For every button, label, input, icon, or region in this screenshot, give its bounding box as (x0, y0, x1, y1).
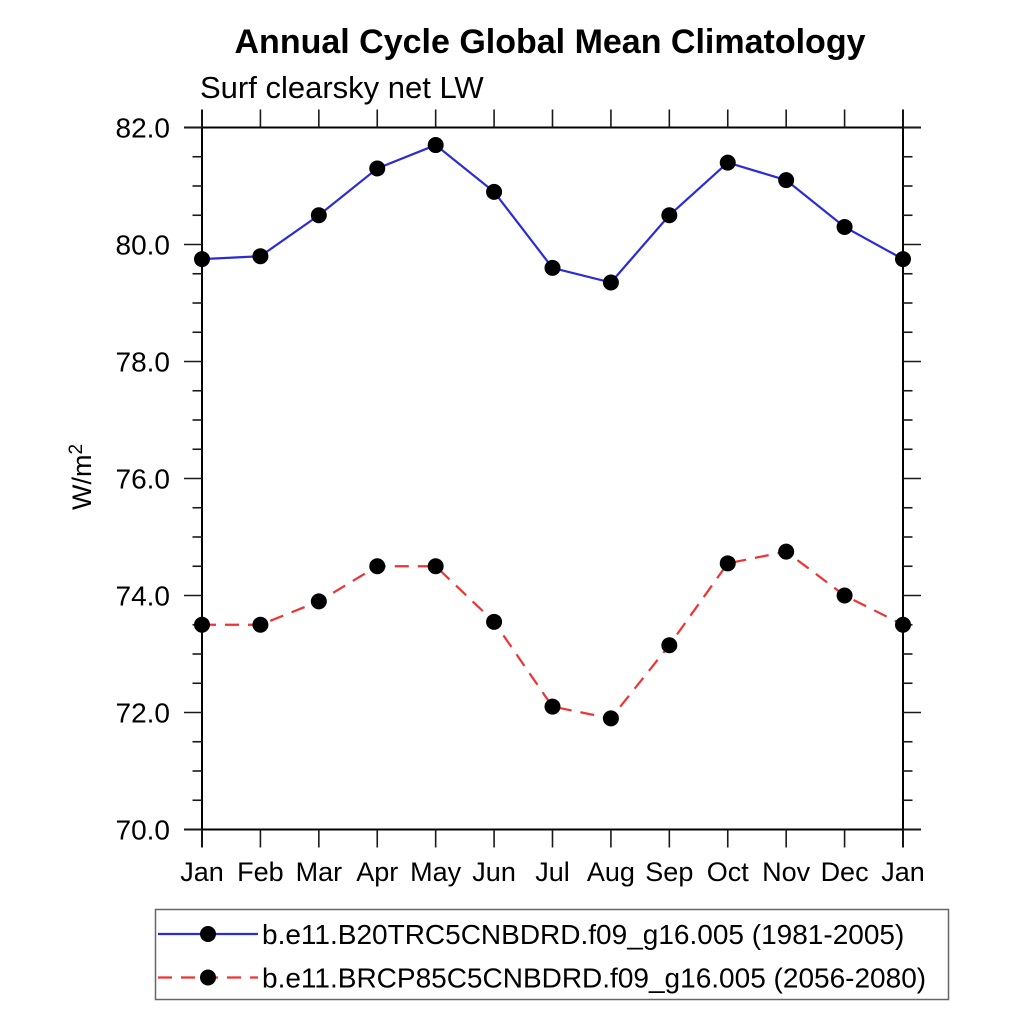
series-1-point-Nov (778, 543, 795, 560)
series-0-point-Jun (486, 183, 503, 200)
legend-marker-1 (200, 969, 216, 986)
x-tick-label: Aug (587, 857, 635, 887)
x-tick-label: Feb (237, 857, 284, 887)
y-axis-label-base: W/m (67, 455, 97, 510)
series-0-point-Feb (252, 248, 269, 265)
x-tick-label: Apr (356, 857, 398, 887)
series-1-line (202, 550, 904, 720)
x-tick-label: Jan (180, 857, 224, 887)
x-tick-label: Oct (707, 857, 750, 887)
series-1-point-Jun (486, 613, 503, 630)
x-tick-label: Jan (881, 857, 925, 887)
series-1-point-Dec (836, 587, 853, 604)
series-0-point-Oct (719, 154, 736, 171)
x-tick-label: May (410, 857, 462, 887)
series-1-point-Apr (369, 558, 386, 575)
legend-label-0: b.e11.B20TRC5CNBDRD.f09_g16.005 (1981-20… (262, 919, 904, 950)
series-group (194, 137, 911, 727)
legend: b.e11.B20TRC5CNBDRD.f09_g16.005 (1981-20… (154, 908, 950, 1001)
series-1-point-Aug (602, 710, 619, 727)
series-0-point-Jan (194, 251, 210, 268)
y-tick-label: 74.0 (116, 581, 171, 612)
series-0-point-Nov (778, 172, 795, 189)
chart-title: Annual Cycle Global Mean Climatology (235, 23, 866, 61)
y-tick-label: 76.0 (116, 464, 171, 495)
series-0-point-Aug (602, 274, 619, 291)
series-0-point-Jan (895, 251, 911, 268)
x-tick-label: Jun (472, 857, 516, 887)
series-0-point-Mar (310, 207, 327, 224)
series-0-point-Apr (369, 160, 386, 177)
x-tick-label: Mar (296, 857, 343, 887)
series-1-point-Mar (310, 593, 327, 610)
plot-axes (184, 109, 921, 848)
legend-item-0: b.e11.B20TRC5CNBDRD.f09_g16.005 (1981-20… (158, 919, 904, 950)
y-tick-label: 70.0 (116, 815, 171, 846)
series-1-point-Jan (895, 616, 911, 633)
x-tick-label: Jul (535, 857, 570, 887)
legend-label-1: b.e11.BRCP85C5CNBDRD.f09_g16.005 (2056-2… (262, 963, 926, 994)
y-axis-label-superscript: 2 (66, 444, 87, 455)
y-tick-labels: 82.0 80.0 78.0 76.0 74.0 72.0 70.0 (116, 113, 171, 846)
x-tick-label: Nov (762, 857, 811, 887)
x-tick-label: Sep (645, 857, 693, 887)
series-1-point-Oct (719, 555, 736, 572)
series-0-point-Sep (661, 207, 678, 224)
series-1-point-Sep (661, 637, 678, 654)
x-tick-label: Dec (821, 857, 869, 887)
y-tick-label: 82.0 (116, 113, 171, 144)
series-1-point-May (427, 558, 444, 575)
series-1-point-Jan (194, 616, 210, 633)
chart-subtitle: Surf clearsky net LW (200, 70, 484, 105)
series-1-point-Feb (252, 616, 269, 633)
series-0-point-May (427, 137, 444, 154)
x-tick-labels: Jan Feb Mar Apr May Jun Jul Aug Sep Oct Nov Dec Jan (180, 857, 925, 887)
legend-item-1: b.e11.BRCP85C5CNBDRD.f09_g16.005 (2056-2… (158, 963, 926, 994)
legend-marker-0 (200, 926, 216, 942)
series-0-point-Jul (544, 259, 561, 276)
y-tick-label: 78.0 (116, 347, 171, 378)
legend-box (154, 908, 950, 1001)
y-tick-label: 72.0 (116, 698, 171, 729)
y-axis-label: W/m2 (66, 444, 97, 510)
series-1-point-Jul (544, 698, 561, 715)
y-tick-label: 80.0 (116, 230, 171, 261)
series-0-point-Dec (836, 218, 853, 235)
